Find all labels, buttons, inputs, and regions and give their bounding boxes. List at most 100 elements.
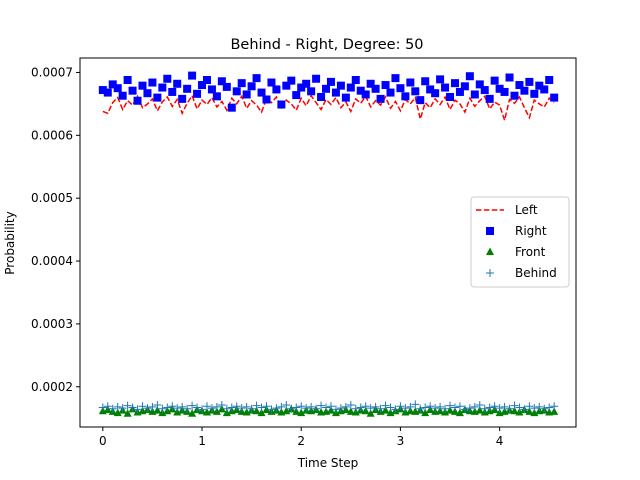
- right-marker: [237, 79, 246, 88]
- right-marker: [257, 88, 266, 97]
- behind-marker: [416, 404, 425, 413]
- right-marker: [202, 76, 211, 85]
- legend-label: Right: [515, 224, 547, 238]
- behind-marker: [98, 403, 107, 412]
- behind-marker: [336, 404, 345, 413]
- behind-marker: [312, 404, 321, 413]
- right-marker: [188, 71, 197, 80]
- behind-marker: [212, 402, 221, 411]
- behind-marker: [128, 403, 137, 412]
- right-marker: [455, 87, 464, 96]
- behind-marker: [138, 402, 147, 411]
- right-marker: [128, 86, 137, 95]
- right-marker: [322, 84, 331, 93]
- front-marker: [510, 406, 519, 415]
- right-marker: [346, 83, 355, 92]
- series-behind: [98, 400, 559, 414]
- behind-marker: [158, 404, 167, 413]
- right-marker: [331, 88, 340, 97]
- right-marker: [297, 83, 306, 92]
- right-marker: [143, 89, 152, 98]
- x-tick-label: 4: [496, 434, 504, 448]
- legend-front-swatch: [486, 247, 494, 255]
- right-marker: [490, 76, 499, 85]
- legend-label: Left: [515, 203, 538, 217]
- behind-marker: [525, 402, 534, 411]
- right-marker: [401, 92, 410, 101]
- right-marker: [366, 79, 375, 88]
- right-marker: [193, 89, 202, 98]
- behind-marker: [262, 402, 271, 411]
- behind-marker: [505, 404, 514, 413]
- behind-marker: [113, 402, 122, 411]
- front-marker: [297, 408, 306, 417]
- x-axis-title: Time Step: [297, 456, 359, 470]
- right-marker: [485, 94, 494, 103]
- front-marker: [475, 406, 484, 414]
- behind-marker: [267, 405, 276, 414]
- right-marker: [450, 79, 459, 88]
- front-marker: [366, 409, 375, 417]
- front-marker: [515, 408, 524, 416]
- legend-label: Behind: [515, 266, 557, 280]
- legend: Left Right Front Behind: [470, 196, 570, 288]
- behind-marker: [545, 403, 554, 412]
- behind-marker: [550, 402, 559, 411]
- behind-marker: [366, 404, 375, 413]
- behind-marker: [183, 404, 192, 413]
- behind-marker: [371, 402, 380, 411]
- right-marker: [207, 85, 216, 94]
- behind-marker: [475, 400, 484, 409]
- y-tick-label: 0.0005: [31, 191, 73, 205]
- right-marker: [242, 90, 251, 99]
- behind-marker: [421, 403, 430, 412]
- behind-marker: [490, 402, 499, 411]
- behind-marker: [148, 402, 157, 411]
- right-marker: [530, 89, 539, 98]
- right-marker: [356, 86, 365, 95]
- behind-marker: [540, 404, 549, 413]
- right-marker: [406, 78, 415, 87]
- y-tick-label: 0.0007: [31, 65, 73, 79]
- right-marker: [222, 82, 231, 91]
- front-marker: [242, 408, 251, 416]
- behind-marker: [391, 405, 400, 414]
- behind-marker: [188, 401, 197, 410]
- right-marker: [103, 88, 112, 97]
- behind-marker: [272, 404, 281, 413]
- front-marker: [421, 408, 430, 417]
- behind-marker: [123, 401, 132, 410]
- behind-marker: [217, 400, 226, 409]
- right-marker: [138, 81, 147, 90]
- behind-marker: [436, 402, 445, 411]
- right-marker: [475, 80, 484, 89]
- right-marker: [232, 87, 241, 96]
- behind-marker: [202, 402, 211, 411]
- right-marker: [123, 76, 132, 85]
- behind-marker: [173, 404, 182, 413]
- right-marker: [272, 85, 281, 94]
- right-marker: [545, 76, 554, 85]
- behind-marker: [356, 403, 365, 412]
- right-marker: [277, 100, 286, 109]
- front-marker: [381, 406, 390, 414]
- right-marker: [307, 87, 316, 96]
- x-tick-label: 1: [198, 434, 206, 448]
- right-marker: [148, 78, 157, 87]
- behind-marker: [406, 402, 415, 411]
- behind-marker: [530, 404, 539, 413]
- behind-marker: [431, 404, 440, 413]
- behind-marker: [495, 404, 504, 413]
- y-tick-label: 0.0002: [31, 380, 73, 394]
- behind-marker: [446, 401, 455, 410]
- behind-marker: [515, 403, 524, 412]
- legend-box: [470, 196, 570, 288]
- right-marker: [227, 103, 236, 112]
- right-marker: [163, 74, 172, 83]
- front-marker: [361, 406, 370, 415]
- right-marker: [282, 81, 291, 90]
- behind-marker: [351, 404, 360, 413]
- right-marker: [178, 94, 187, 103]
- behind-marker: [222, 404, 231, 413]
